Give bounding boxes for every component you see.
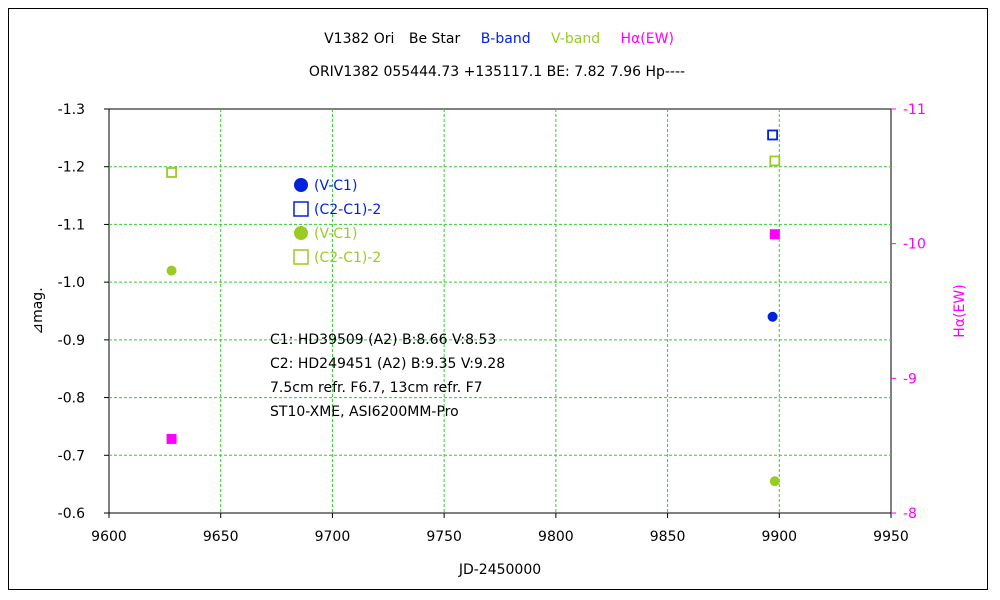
y-tick-label: -0.7 xyxy=(58,448,85,464)
grid xyxy=(109,109,891,513)
legend: (V-C1) (C2-C1)-2 (V-C1) (C2-C1)-2 xyxy=(293,178,381,266)
x-tick-label: 9750 xyxy=(426,529,462,545)
legend-marker xyxy=(294,178,308,192)
data-point xyxy=(767,311,778,322)
title-type: Be Star xyxy=(409,31,461,47)
x-tick-label: 9700 xyxy=(315,529,351,545)
title-vband: V-band xyxy=(551,31,600,47)
y-tick-label: -1.0 xyxy=(58,275,85,291)
x-tick-label: 9900 xyxy=(761,529,797,545)
data-point xyxy=(166,433,177,444)
chart-frame xyxy=(8,8,988,590)
x-tick-label: 9850 xyxy=(650,529,686,545)
data-point xyxy=(769,476,780,487)
legend-marker xyxy=(294,226,308,240)
y-axis-title: ⊿mag. xyxy=(30,287,46,334)
y2-tick-label: -11 xyxy=(903,102,926,118)
x-tick-label: 9950 xyxy=(873,529,909,545)
y-tick-label: -0.6 xyxy=(58,506,85,522)
chart-subtitle: ORIV1382 055444.73 +135117.1 BE: 7.82 7.… xyxy=(309,64,685,80)
y-tick-label: -1.1 xyxy=(58,217,85,233)
title-star: V1382 Ori xyxy=(324,31,394,47)
y2-tick-label: -10 xyxy=(903,237,926,253)
title-ha: Hα(EW) xyxy=(621,31,674,47)
y2-tick-label: -9 xyxy=(903,371,917,387)
notes: C1: HD39509 (A2) B:8.66 V:8.53 C2: HD249… xyxy=(270,332,505,420)
x-tick-label: 9800 xyxy=(538,529,574,545)
legend-marker xyxy=(293,249,309,265)
data-point xyxy=(166,167,177,178)
note-c2: C2: HD249451 (A2) B:9.35 V:9.28 xyxy=(270,356,505,372)
plot-area xyxy=(108,108,892,514)
y-tick-label: -1.2 xyxy=(58,160,85,176)
chart-title: V1382 Ori Be Star B-band V-band Hα(EW) xyxy=(324,31,674,47)
note-c1: C1: HD39509 (A2) B:8.66 V:8.53 xyxy=(270,332,496,348)
data-marks xyxy=(166,129,781,487)
y2-axis-title: Hα(EW) xyxy=(952,284,968,337)
legend-label: (V-C1) xyxy=(314,178,357,194)
x-axis-title: JD-2450000 xyxy=(458,562,541,578)
data-point xyxy=(769,229,780,240)
legend-label: (C2-C1)-2 xyxy=(314,202,381,218)
y-tick-label: -0.9 xyxy=(58,333,85,349)
legend-marker xyxy=(293,201,309,217)
data-point xyxy=(767,129,778,141)
y-tick-label: -1.3 xyxy=(58,102,85,118)
x-tick-label: 9650 xyxy=(203,529,239,545)
note-telescopes: 7.5cm refr. F6.7, 13cm refr. F7 xyxy=(270,380,483,396)
legend-label: (V-C1) xyxy=(314,226,357,242)
x-tick-label: 9600 xyxy=(91,529,127,545)
data-point xyxy=(166,265,177,276)
data-point xyxy=(769,155,781,167)
legend-label: (C2-C1)-2 xyxy=(314,250,381,266)
note-cameras: ST10-XME, ASI6200MM-Pro xyxy=(270,404,459,420)
y-tick-label: -0.8 xyxy=(58,391,85,407)
axes: 9600 9650 9700 9750 9800 9850 9900 9950 -1.3 -1.2… xyxy=(58,102,926,545)
y2-tick-label: -8 xyxy=(903,506,917,522)
title-bband: B-band xyxy=(481,31,531,47)
